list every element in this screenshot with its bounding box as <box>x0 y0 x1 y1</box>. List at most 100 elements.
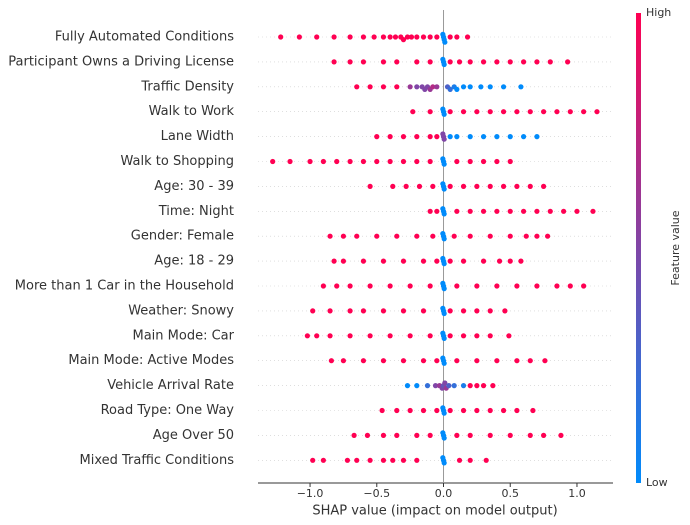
shap-point <box>427 432 433 438</box>
shap-point <box>441 61 447 68</box>
shap-point <box>542 358 548 364</box>
shap-point <box>400 308 407 314</box>
shap-point <box>460 333 467 339</box>
shap-point <box>507 233 513 239</box>
shap-point <box>514 358 520 364</box>
shap-point <box>287 158 293 165</box>
shap-point <box>464 34 471 40</box>
shap-point <box>441 161 447 167</box>
feature-label: Road Type: One Way <box>101 403 235 418</box>
shap-point <box>514 407 520 414</box>
shap-point <box>442 39 448 45</box>
shap-point <box>460 407 467 414</box>
shap-point <box>400 37 407 43</box>
shap-point <box>590 208 596 214</box>
shap-point <box>441 211 447 217</box>
shap-point <box>447 258 453 264</box>
shap-point <box>420 34 427 40</box>
feature-label: Lane Width <box>161 129 234 144</box>
shap-point <box>558 432 564 438</box>
shap-point <box>487 109 493 115</box>
shap-point <box>434 407 440 414</box>
shap-point <box>518 84 524 90</box>
shap-point <box>331 258 337 264</box>
shap-point <box>380 457 387 463</box>
shap-point <box>387 134 393 140</box>
shap-point <box>367 283 373 289</box>
shap-point <box>467 158 473 165</box>
shap-point <box>474 383 480 389</box>
shap-point <box>387 333 393 339</box>
shap-point <box>403 183 409 189</box>
feature-label: Age: 30 - 39 <box>154 179 234 194</box>
shap-point <box>347 158 353 165</box>
shap-point <box>467 233 473 239</box>
shap-point <box>440 405 446 411</box>
shap-point <box>500 183 507 189</box>
shap-point <box>460 258 467 264</box>
shap-point <box>441 261 447 267</box>
shap-point <box>487 407 493 414</box>
shap-point <box>416 183 423 189</box>
shap-point <box>467 59 473 65</box>
shap-point <box>460 84 467 90</box>
shap-point <box>414 233 420 239</box>
shap-point <box>320 158 326 165</box>
shap-point <box>440 330 446 336</box>
shap-point <box>554 283 560 289</box>
shap-point <box>441 360 447 366</box>
shap-point <box>447 407 453 414</box>
shap-point <box>467 84 473 90</box>
shap-point <box>441 460 447 466</box>
shap-point <box>404 34 411 40</box>
shap-point <box>367 333 373 339</box>
shap-point <box>487 308 493 314</box>
shap-point <box>440 106 446 112</box>
shap-point <box>390 457 396 463</box>
shap-point <box>514 183 520 189</box>
shap-point <box>480 258 487 264</box>
x-tick-label: 1.0 <box>568 487 586 500</box>
shap-point <box>340 358 347 364</box>
shap-point <box>441 136 447 142</box>
shap-point <box>394 59 400 65</box>
shap-point <box>347 59 353 65</box>
shap-point <box>354 457 360 463</box>
shap-point <box>404 383 411 389</box>
shap-point <box>520 134 527 140</box>
shap-point <box>430 233 436 239</box>
shap-point <box>414 432 420 438</box>
shap-point <box>520 59 527 65</box>
feature-label: Traffic Density <box>140 79 234 94</box>
shap-point <box>394 407 400 414</box>
shap-point <box>502 308 508 314</box>
shap-point <box>420 258 427 264</box>
shap-point <box>478 84 484 90</box>
shap-point <box>320 457 326 463</box>
shap-point <box>278 34 284 40</box>
shap-point <box>407 283 413 289</box>
shap-point <box>487 233 493 239</box>
shap-point <box>561 208 567 214</box>
shap-point <box>467 134 473 140</box>
shap-point <box>474 283 480 289</box>
shap-point <box>374 233 380 239</box>
shap-point <box>520 208 527 214</box>
colorbar-low: Low <box>646 476 668 489</box>
feature-label: Main Mode: Car <box>133 328 235 343</box>
shap-point <box>307 158 313 165</box>
shap-point <box>500 407 507 414</box>
shap-point <box>360 158 367 165</box>
shap-point <box>500 84 507 90</box>
shap-point <box>327 308 333 314</box>
shap-point <box>414 59 420 65</box>
shap-point <box>514 283 520 289</box>
shap-point <box>367 84 373 90</box>
shap-point <box>374 158 380 165</box>
shap-point <box>354 233 360 239</box>
shap-point <box>387 158 393 165</box>
feature-label: Vehicle Arrival Rate <box>107 378 234 393</box>
shap-point <box>441 286 447 292</box>
feature-label: Participant Owns a Driving License <box>8 54 234 69</box>
